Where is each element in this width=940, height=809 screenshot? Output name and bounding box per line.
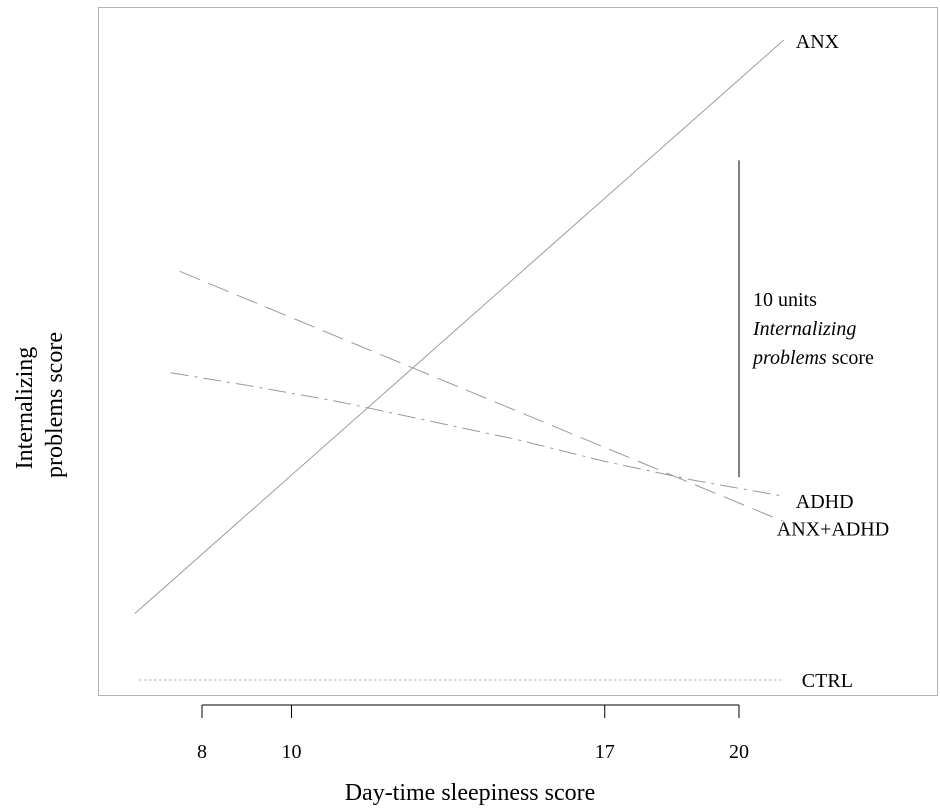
- x-tick-label: 10: [282, 741, 302, 763]
- scale-bar-label-line2: Internalizing: [752, 318, 856, 340]
- scale-bar-label-line1: 10 units: [753, 289, 817, 311]
- series-layer: [134, 39, 785, 681]
- series-line-anx: [134, 39, 785, 614]
- x-tick-label: 17: [595, 741, 615, 763]
- series-line-anx-adhd: [179, 270, 784, 523]
- series-label-layer: ANX ANX+ADHD ADHD CTRL: [777, 31, 889, 692]
- series-label-anx-adhd: ANX+ADHD: [777, 519, 889, 541]
- x-tick-label: 8: [197, 741, 207, 763]
- scale-bar-label-line3-rest: score: [827, 347, 874, 369]
- scale-bar-label-line3-italic: problems: [751, 347, 827, 369]
- y-axis-title: Internalizing problems score: [12, 332, 68, 478]
- y-axis-title-line2: problems score: [42, 332, 68, 478]
- x-tick-label: 20: [729, 741, 749, 763]
- series-label-adhd: ADHD: [796, 491, 854, 513]
- x-axis-title: Day-time sleepiness score: [345, 780, 596, 806]
- scale-bar: 10 units Internalizing problems score: [738, 160, 874, 478]
- x-axis: 8 10 17 20: [197, 704, 749, 763]
- series-label-anx: ANX: [796, 31, 840, 53]
- series-line-adhd: [170, 372, 784, 497]
- y-axis-title-line1: Internalizing: [12, 347, 38, 470]
- series-label-ctrl: CTRL: [802, 670, 853, 692]
- scale-bar-label-line3: problems score: [751, 347, 874, 369]
- plot-frame: [98, 7, 938, 696]
